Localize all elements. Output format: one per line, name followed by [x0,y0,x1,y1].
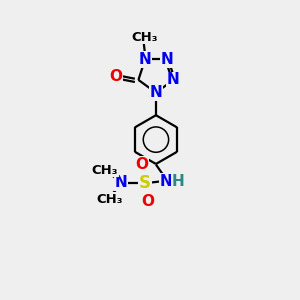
Text: N: N [115,175,128,190]
Text: O: O [141,194,154,208]
Text: N: N [139,52,152,67]
Text: N: N [150,85,162,100]
Text: N: N [160,174,173,189]
Text: N: N [167,72,180,87]
Text: CH₃: CH₃ [92,164,118,177]
Text: N: N [160,52,173,67]
Text: CH₃: CH₃ [96,193,122,206]
Text: O: O [110,69,123,84]
Text: H: H [171,174,184,189]
Text: CH₃: CH₃ [131,31,158,44]
Text: S: S [139,174,151,192]
Text: O: O [136,157,148,172]
